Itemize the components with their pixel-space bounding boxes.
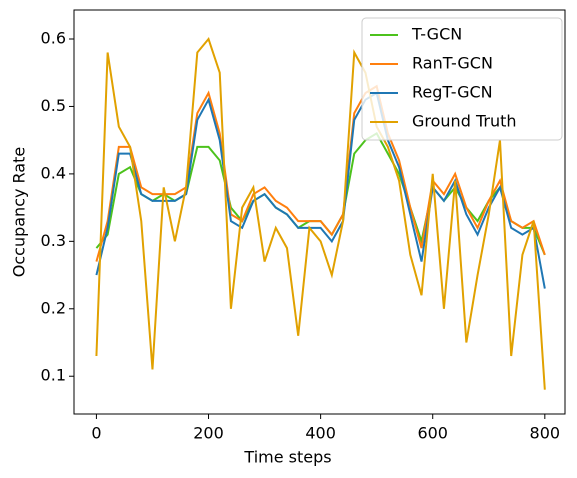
legend-box	[361, 17, 563, 141]
legend-label: Ground Truth	[412, 112, 517, 131]
legend-label: RanT-GCN	[412, 54, 493, 73]
y-axis-label: Occupancy Rate	[10, 147, 29, 277]
series-line	[95, 91, 546, 289]
x-tick-label: 0	[91, 424, 101, 443]
series-line	[95, 36, 546, 390]
y-tick-label: 0.6	[41, 29, 66, 48]
x-axis-label: Time steps	[243, 448, 331, 467]
x-tick-label: 200	[193, 424, 224, 443]
y-tick-label: 0.2	[41, 298, 66, 317]
y-tick-label: 0.5	[41, 96, 66, 115]
series-line	[95, 84, 546, 262]
x-tick-label: 600	[417, 424, 448, 443]
plot-frame	[73, 9, 566, 415]
y-tick-label: 0.4	[41, 163, 66, 182]
x-tick-label: 800	[530, 424, 561, 443]
y-tick-label: 0.1	[41, 366, 66, 385]
legend-label: RegT-GCN	[412, 83, 493, 102]
y-tick-label: 0.3	[41, 231, 66, 250]
legend-label: T-GCN	[411, 25, 462, 44]
x-tick-label: 400	[305, 424, 336, 443]
